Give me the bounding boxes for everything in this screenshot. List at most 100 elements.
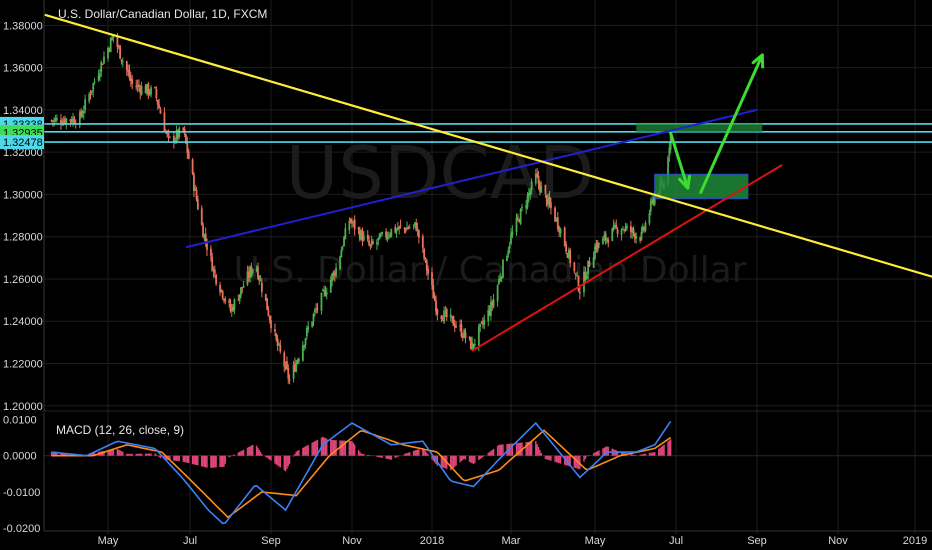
candle-body — [144, 85, 147, 94]
candle-body — [73, 118, 76, 124]
candle-body — [417, 230, 420, 238]
candle-body — [596, 242, 599, 251]
candle-body — [433, 296, 436, 301]
candle-body — [219, 284, 221, 293]
time-tick-label: Jul — [183, 535, 197, 547]
candle-body — [147, 83, 150, 95]
candle-body — [612, 225, 615, 229]
candle-body — [372, 241, 374, 244]
candle-body — [84, 99, 87, 110]
candle-body — [172, 135, 175, 143]
candle-body — [185, 134, 187, 144]
candle-body — [406, 227, 408, 230]
candle-body — [381, 232, 384, 235]
candle-body — [578, 291, 581, 294]
candle-body — [64, 118, 66, 124]
candle-body — [251, 269, 254, 274]
candle-body — [573, 262, 576, 272]
candle-body — [191, 159, 194, 174]
candle-body — [635, 235, 638, 239]
candle-body — [343, 237, 345, 246]
candle-body — [103, 56, 105, 64]
candle-body — [459, 325, 462, 327]
candle-body — [324, 291, 327, 296]
candle-body — [540, 185, 543, 193]
candle-body — [567, 249, 570, 258]
candle-body — [595, 244, 598, 251]
candle-body — [230, 306, 233, 312]
candle-body — [669, 131, 672, 150]
price-tick-label: 1.26000 — [3, 274, 43, 286]
candle-body — [492, 299, 495, 308]
time-tick-label: Sep — [747, 535, 767, 547]
candle-body — [386, 236, 389, 240]
candle-body — [62, 120, 65, 125]
price-tick-label: 1.36000 — [3, 63, 43, 75]
candle-body — [490, 301, 492, 316]
candle-body — [539, 182, 541, 192]
candle-body — [196, 199, 199, 210]
candle-body — [163, 112, 166, 132]
candle-body — [444, 310, 447, 312]
candle-body — [258, 276, 261, 281]
candle-body — [155, 89, 158, 99]
candle-body — [455, 326, 458, 328]
price-tick-label: 1.20000 — [3, 401, 43, 413]
candle-body — [574, 273, 577, 275]
price-axis[interactable]: 1.38000 1.36000 1.34000 1.32000 1.30000 1.280… — [3, 0, 45, 531]
macd-axis[interactable]: 0.0100 0.0000 -0.0100 -0.0200 — [3, 414, 40, 535]
candle-body — [315, 309, 318, 311]
name-watermark: U.S. Dollar / Canadian Dollar — [233, 250, 746, 291]
candle-body — [499, 278, 502, 281]
candle-body — [376, 242, 378, 244]
candle-body — [250, 266, 253, 274]
candle-body — [440, 315, 443, 320]
candle-body — [449, 314, 452, 318]
candle-body — [60, 119, 62, 124]
candle-body — [625, 225, 628, 229]
candle-body — [585, 275, 588, 280]
candle-body — [255, 268, 258, 271]
candle-body — [643, 227, 646, 230]
candle-body — [431, 272, 433, 286]
candle-body — [498, 278, 500, 285]
time-axis[interactable]: May Jul Sep Nov 2018 Mar May Jul Sep Nov 2019 — [44, 530, 932, 547]
candle-body — [348, 220, 351, 231]
candle-body — [480, 321, 483, 323]
candle-body — [545, 194, 548, 206]
candle-body — [530, 181, 533, 191]
candle-body — [518, 219, 521, 223]
candle-body — [119, 45, 121, 59]
candle-body — [525, 205, 528, 209]
candle-body — [583, 271, 585, 293]
grid — [44, 0, 932, 534]
candle-body — [399, 225, 402, 227]
candle-body — [566, 252, 569, 258]
candle-body — [233, 299, 236, 310]
projection-arrow-shaft — [669, 131, 690, 190]
time-tick-label: May — [585, 535, 606, 547]
price-tick-label: 1.32000 — [3, 147, 43, 159]
candle-body — [496, 285, 499, 302]
candle-body — [175, 130, 178, 140]
candle-body — [232, 306, 235, 311]
candle-body — [229, 303, 232, 312]
overlays — [44, 13, 932, 352]
candle-body — [528, 192, 530, 197]
candle-body — [385, 231, 387, 238]
candle-body — [544, 184, 547, 194]
candle-body — [394, 226, 397, 233]
candle-body — [320, 292, 323, 311]
candle-body — [99, 73, 101, 77]
candle-body — [224, 299, 227, 302]
candle-body — [584, 271, 587, 281]
candle-body — [156, 100, 159, 105]
candle-body — [398, 226, 401, 229]
candle-body — [187, 151, 190, 159]
candle-body — [427, 268, 429, 274]
candle-body — [515, 217, 518, 233]
candle-body — [349, 219, 352, 223]
candle-body — [565, 243, 567, 252]
